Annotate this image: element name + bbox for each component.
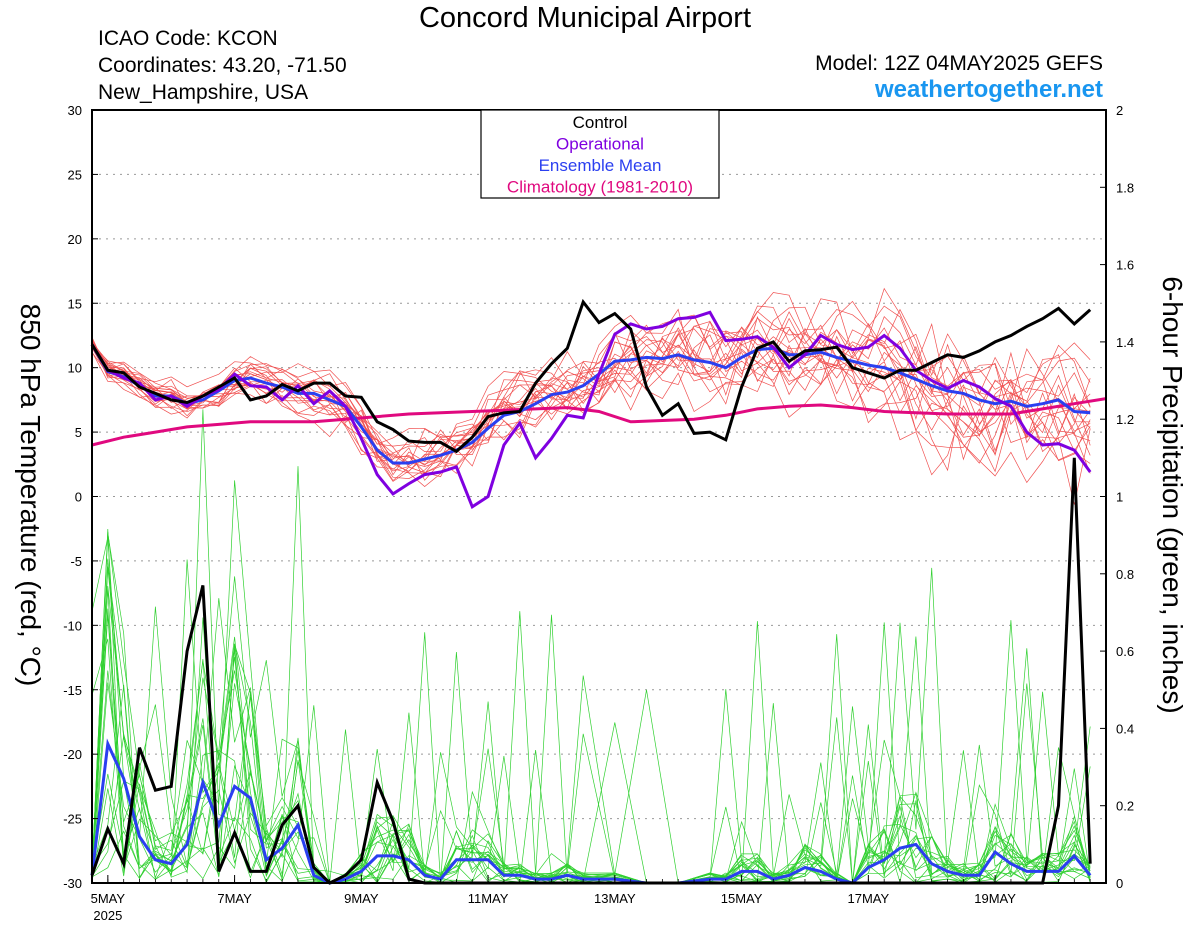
legend-entry: Control: [573, 113, 628, 132]
precip-member-line: [91, 634, 1091, 884]
x-tick-label: 11MAY: [468, 891, 509, 906]
temp-member-line: [91, 308, 1091, 487]
x-tick-label: 17MAY: [848, 891, 890, 906]
right-tick-label: 0.6: [1116, 644, 1134, 659]
x-tick-label: 7MAY: [217, 891, 252, 906]
left-tick-label: -10: [63, 618, 82, 633]
left-tick-label: 10: [68, 361, 82, 376]
temp-member-line: [91, 287, 1091, 474]
right-tick-label: 0.8: [1116, 567, 1134, 582]
x-year-label: 2025: [93, 908, 122, 923]
left-tick-label: -25: [63, 812, 82, 827]
right-tick-label: 0: [1116, 876, 1123, 891]
left-tick-label: -20: [63, 747, 82, 762]
temp-control-line: [90, 298, 1092, 454]
temp-member-line: [91, 331, 1091, 478]
left-tick-label: 15: [68, 296, 82, 311]
left-tick-label: 20: [68, 232, 82, 247]
precip-member-line: [91, 622, 1091, 884]
axis-ticks: 302520151050-5-10-15-20-25-3021.81.61.41…: [63, 103, 1134, 923]
gridlines: [92, 173, 1106, 820]
climatology-line: [91, 397, 1107, 447]
x-tick-label: 9MAY: [344, 891, 379, 906]
right-tick-label: 2: [1116, 103, 1123, 118]
left-tick-label: -5: [70, 554, 82, 569]
icao-code: ICAO Code: KCON: [98, 27, 278, 50]
precip-member-line: [91, 614, 1091, 884]
location: New_Hampshire, USA: [98, 81, 309, 104]
right-tick-label: 1.2: [1116, 412, 1134, 427]
left-tick-label: -15: [63, 683, 82, 698]
x-tick-label: 19MAY: [974, 891, 1016, 906]
x-tick-label: 5MAY: [91, 891, 126, 906]
temp-member-line: [91, 329, 1091, 473]
precip-member-line: [91, 567, 1091, 884]
temp-member-line: [91, 328, 1091, 476]
model-run: Model: 12Z 04MAY2025 GEFS: [815, 52, 1103, 75]
legend-entry: Operational: [556, 135, 644, 154]
precip-member-line: [91, 566, 1091, 884]
temp-member-line: [91, 324, 1091, 474]
x-tick-label: 13MAY: [594, 891, 636, 906]
website-label: weathertogether.net: [874, 76, 1103, 103]
right-tick-label: 1: [1116, 490, 1123, 505]
temp-ensemble-mean-line: [90, 343, 1091, 465]
left-tick-label: 25: [68, 167, 82, 182]
chart-title: Concord Municipal Airport: [418, 2, 752, 34]
precip-member-line: [91, 480, 1091, 884]
right-tick-label: 0.2: [1116, 799, 1134, 814]
precip-control-line: [90, 457, 1092, 885]
right-tick-label: 1.4: [1116, 335, 1134, 350]
right-tick-label: 0.4: [1116, 721, 1134, 736]
temp-member-line: [91, 315, 1091, 466]
precip-member-line: [91, 614, 1091, 884]
precip-ensemble-mean-line: [90, 738, 1092, 885]
precip-member-line: [91, 608, 1091, 884]
right-tick-label: 1.6: [1116, 258, 1134, 273]
right-tick-label: 1.8: [1116, 180, 1134, 195]
temp-operational-line: [90, 310, 1092, 510]
precip-member-lines: [91, 409, 1091, 884]
legend-entry: Ensemble Mean: [539, 156, 662, 175]
left-tick-label: -30: [63, 876, 82, 891]
temp-member-line: [91, 292, 1091, 466]
precip-member-line: [91, 466, 1091, 884]
legend: Control Operational Ensemble Mean Climatolo…: [480, 109, 720, 199]
precip-member-line: [91, 537, 1091, 884]
coordinates: Coordinates: 43.20, -71.50: [98, 54, 347, 77]
left-tick-label: 30: [68, 103, 82, 118]
left-tick-label: 5: [75, 425, 82, 440]
legend-box: [480, 109, 720, 199]
left-tick-label: 0: [75, 490, 82, 505]
x-tick-label: 15MAY: [721, 891, 763, 906]
legend-entry: Climatology (1981-2010): [507, 178, 693, 197]
